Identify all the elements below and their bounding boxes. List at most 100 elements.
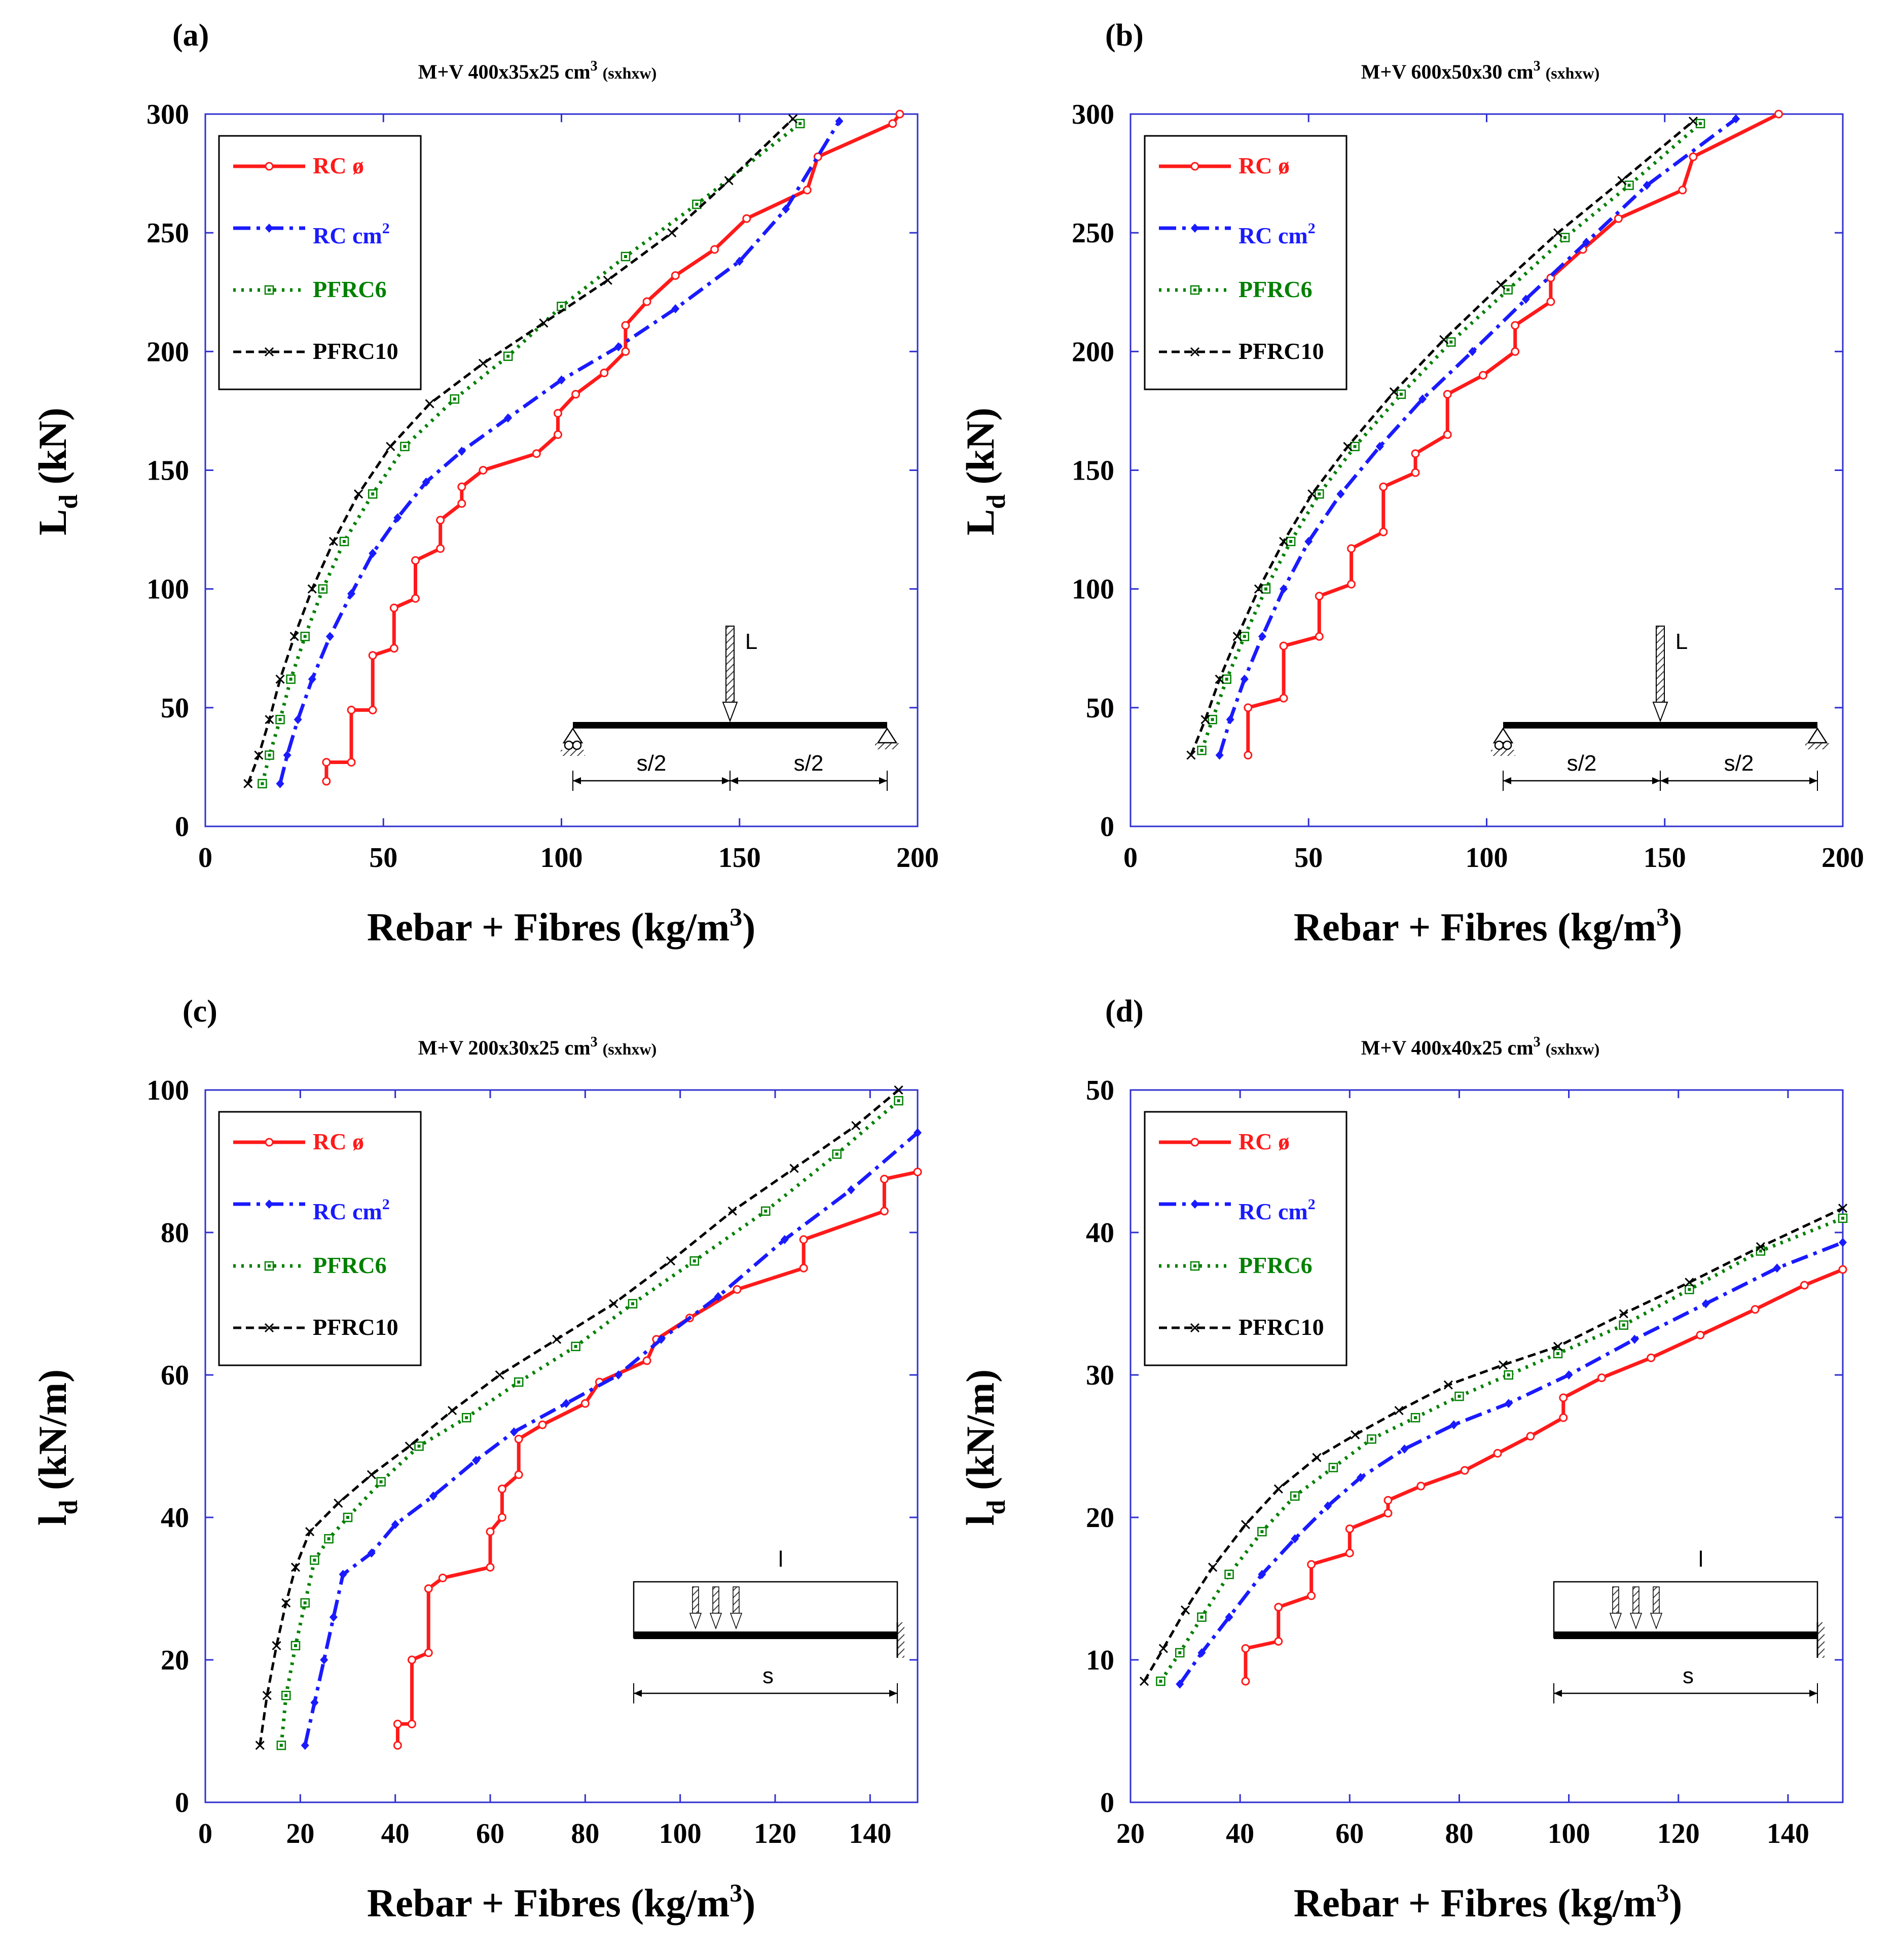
- y-tick-label: 0: [1100, 1787, 1114, 1819]
- x-tick-label: 100: [540, 842, 583, 874]
- data-point-rc-cm2: [557, 375, 566, 385]
- dimension-span-head-right: [1809, 1690, 1817, 1697]
- data-point-pfrc6-dot: [1563, 236, 1567, 239]
- chart-title-suffix: (sxhxw): [1546, 1040, 1600, 1058]
- beam: [634, 1631, 897, 1639]
- distributed-load-arrow-shaft: [692, 1586, 699, 1614]
- y-ticks: 0 50 100 150 200 250 300: [147, 99, 918, 843]
- data-point-pfrc6-dot: [1399, 392, 1403, 396]
- ground-hatch: [1491, 750, 1515, 756]
- x-tick-label: 40: [381, 1818, 410, 1849]
- data-point-rc-phi: [411, 556, 420, 565]
- chart-title-text: M+V 200x30x25 cm: [418, 1036, 591, 1059]
- plot-area-a: 0 50 100 150 200 0 50 100 150 200 250 300 RC ø RC c…: [147, 99, 939, 874]
- load-label: L: [745, 629, 757, 654]
- data-point-pfrc6-dot: [1227, 1573, 1231, 1576]
- dimension-half-span-left-head-left: [573, 777, 581, 784]
- data-point-rc-phi: [1241, 1677, 1250, 1686]
- data-point-pfrc10: [1553, 1341, 1563, 1351]
- data-point-rc-cm2: [509, 1427, 518, 1437]
- legend-label-rc-phi: RC ø: [313, 153, 364, 178]
- legend-box: [218, 135, 422, 390]
- data-point-pfrc10: [448, 1406, 457, 1415]
- data-point-rc-phi: [1597, 1373, 1606, 1383]
- data-point-pfrc6-dot: [1353, 445, 1357, 448]
- y-axis-label-unit: (kN/m): [30, 1369, 75, 1500]
- data-point-rc-phi: [1546, 297, 1555, 306]
- dimension-half-span-left-head-left: [1503, 777, 1511, 784]
- data-point-pfrc6-dot: [294, 1644, 297, 1647]
- data-point-rc-phi: [553, 430, 562, 439]
- data-point-rc-cm2: [1630, 1334, 1639, 1344]
- chart-title-text: M+V 400x40x25 cm: [1361, 1036, 1534, 1059]
- structural-sketch: ls: [1553, 1547, 1825, 1703]
- x-tick-label: 0: [1123, 842, 1138, 874]
- data-point-pfrc6-dot: [764, 1209, 768, 1213]
- data-point-rc-phi: [436, 516, 445, 525]
- data-point-rc-cm2: [1732, 114, 1740, 124]
- data-point-rc-phi: [486, 1527, 495, 1536]
- data-point-rc-cm2: [1400, 1444, 1409, 1454]
- x-axis-label-suffix: ): [1669, 905, 1682, 949]
- load-arrow-shaft: [725, 626, 735, 703]
- distributed-load-arrow-head: [1650, 1613, 1663, 1630]
- data-point-rc-phi: [742, 214, 751, 223]
- x-axis-label-sup: 3: [730, 1878, 742, 1907]
- data-point-pfrc10: [290, 1563, 301, 1572]
- data-point-rc-cm2: [320, 1655, 329, 1664]
- data-point-rc-cm2: [1375, 442, 1384, 451]
- data-point-rc-phi: [411, 594, 420, 603]
- legend-marker-pfrc10: [1190, 347, 1200, 357]
- legend-label-rc-cm2: RC cm2: [313, 1196, 390, 1224]
- legend-label-sup: 2: [1308, 1196, 1316, 1213]
- data-point-pfrc10: [1553, 228, 1563, 238]
- x-axis-label: Rebar + Fibres (kg/m3): [1294, 1878, 1682, 1925]
- x-tick-label: 80: [571, 1818, 599, 1849]
- data-point-rc-phi: [1647, 1353, 1656, 1362]
- distributed-load-arrow-head: [730, 1613, 743, 1630]
- roller-support-wheel: [564, 740, 574, 750]
- fixed-support-hatch: [1817, 1622, 1825, 1658]
- data-point-rc-cm2: [735, 257, 744, 266]
- y-axis-label: ld (kN/m): [958, 1369, 1011, 1526]
- data-point-rc-phi: [1307, 1591, 1316, 1601]
- x-axis-label-sup: 3: [1656, 1878, 1669, 1907]
- legend: RC ø RC cm2 PFRC6 PFRC10: [1144, 135, 1347, 390]
- y-axis-label-sub: d: [982, 494, 1011, 509]
- panel-letter: (d): [1105, 994, 1144, 1029]
- legend-label-sup: 2: [1308, 220, 1316, 237]
- y-tick-label: 300: [1072, 99, 1114, 130]
- data-point-pfrc6-dot: [379, 1480, 383, 1483]
- data-point-rc-phi: [580, 1399, 590, 1408]
- x-axis-label: Rebar + Fibres (kg/m3): [1294, 902, 1682, 949]
- data-point-rc-phi: [1511, 321, 1520, 330]
- data-point-rc-phi: [1800, 1281, 1809, 1290]
- data-point-pfrc6-dot: [278, 718, 282, 721]
- data-point-rc-phi: [1241, 1644, 1250, 1653]
- beam: [1503, 722, 1817, 729]
- data-point-rc-cm2: [847, 1185, 855, 1194]
- data-point-rc-cm2: [614, 1370, 623, 1380]
- data-point-pfrc10: [1617, 176, 1627, 186]
- data-point-rc-cm2: [1521, 295, 1530, 304]
- data-point-rc-cm2: [301, 1740, 309, 1750]
- x-tick-label: 120: [1657, 1818, 1700, 1849]
- data-point-pfrc10: [265, 715, 274, 724]
- distributed-load-arrow-shaft: [1612, 1586, 1619, 1614]
- panel-letter: (c): [183, 994, 217, 1029]
- y-tick-label: 40: [161, 1502, 189, 1534]
- legend-marker-pfrc6-dot: [268, 288, 271, 292]
- series-line-rc-cm2: [1218, 117, 1737, 756]
- y-axis-label-main: l: [30, 1515, 75, 1526]
- data-point-rc-phi: [322, 758, 331, 767]
- data-point-pfrc6-dot: [1841, 1216, 1844, 1220]
- data-point-rc-phi: [347, 758, 356, 767]
- data-point-rc-cm2: [782, 204, 790, 214]
- data-point-pfrc6-dot: [798, 122, 802, 125]
- data-point-rc-phi: [368, 651, 377, 660]
- chart-title-sup: 3: [591, 58, 598, 74]
- x-tick-label: 50: [369, 842, 397, 874]
- data-point-pfrc10: [894, 1085, 903, 1095]
- data-point-pfrc10: [1838, 1204, 1848, 1213]
